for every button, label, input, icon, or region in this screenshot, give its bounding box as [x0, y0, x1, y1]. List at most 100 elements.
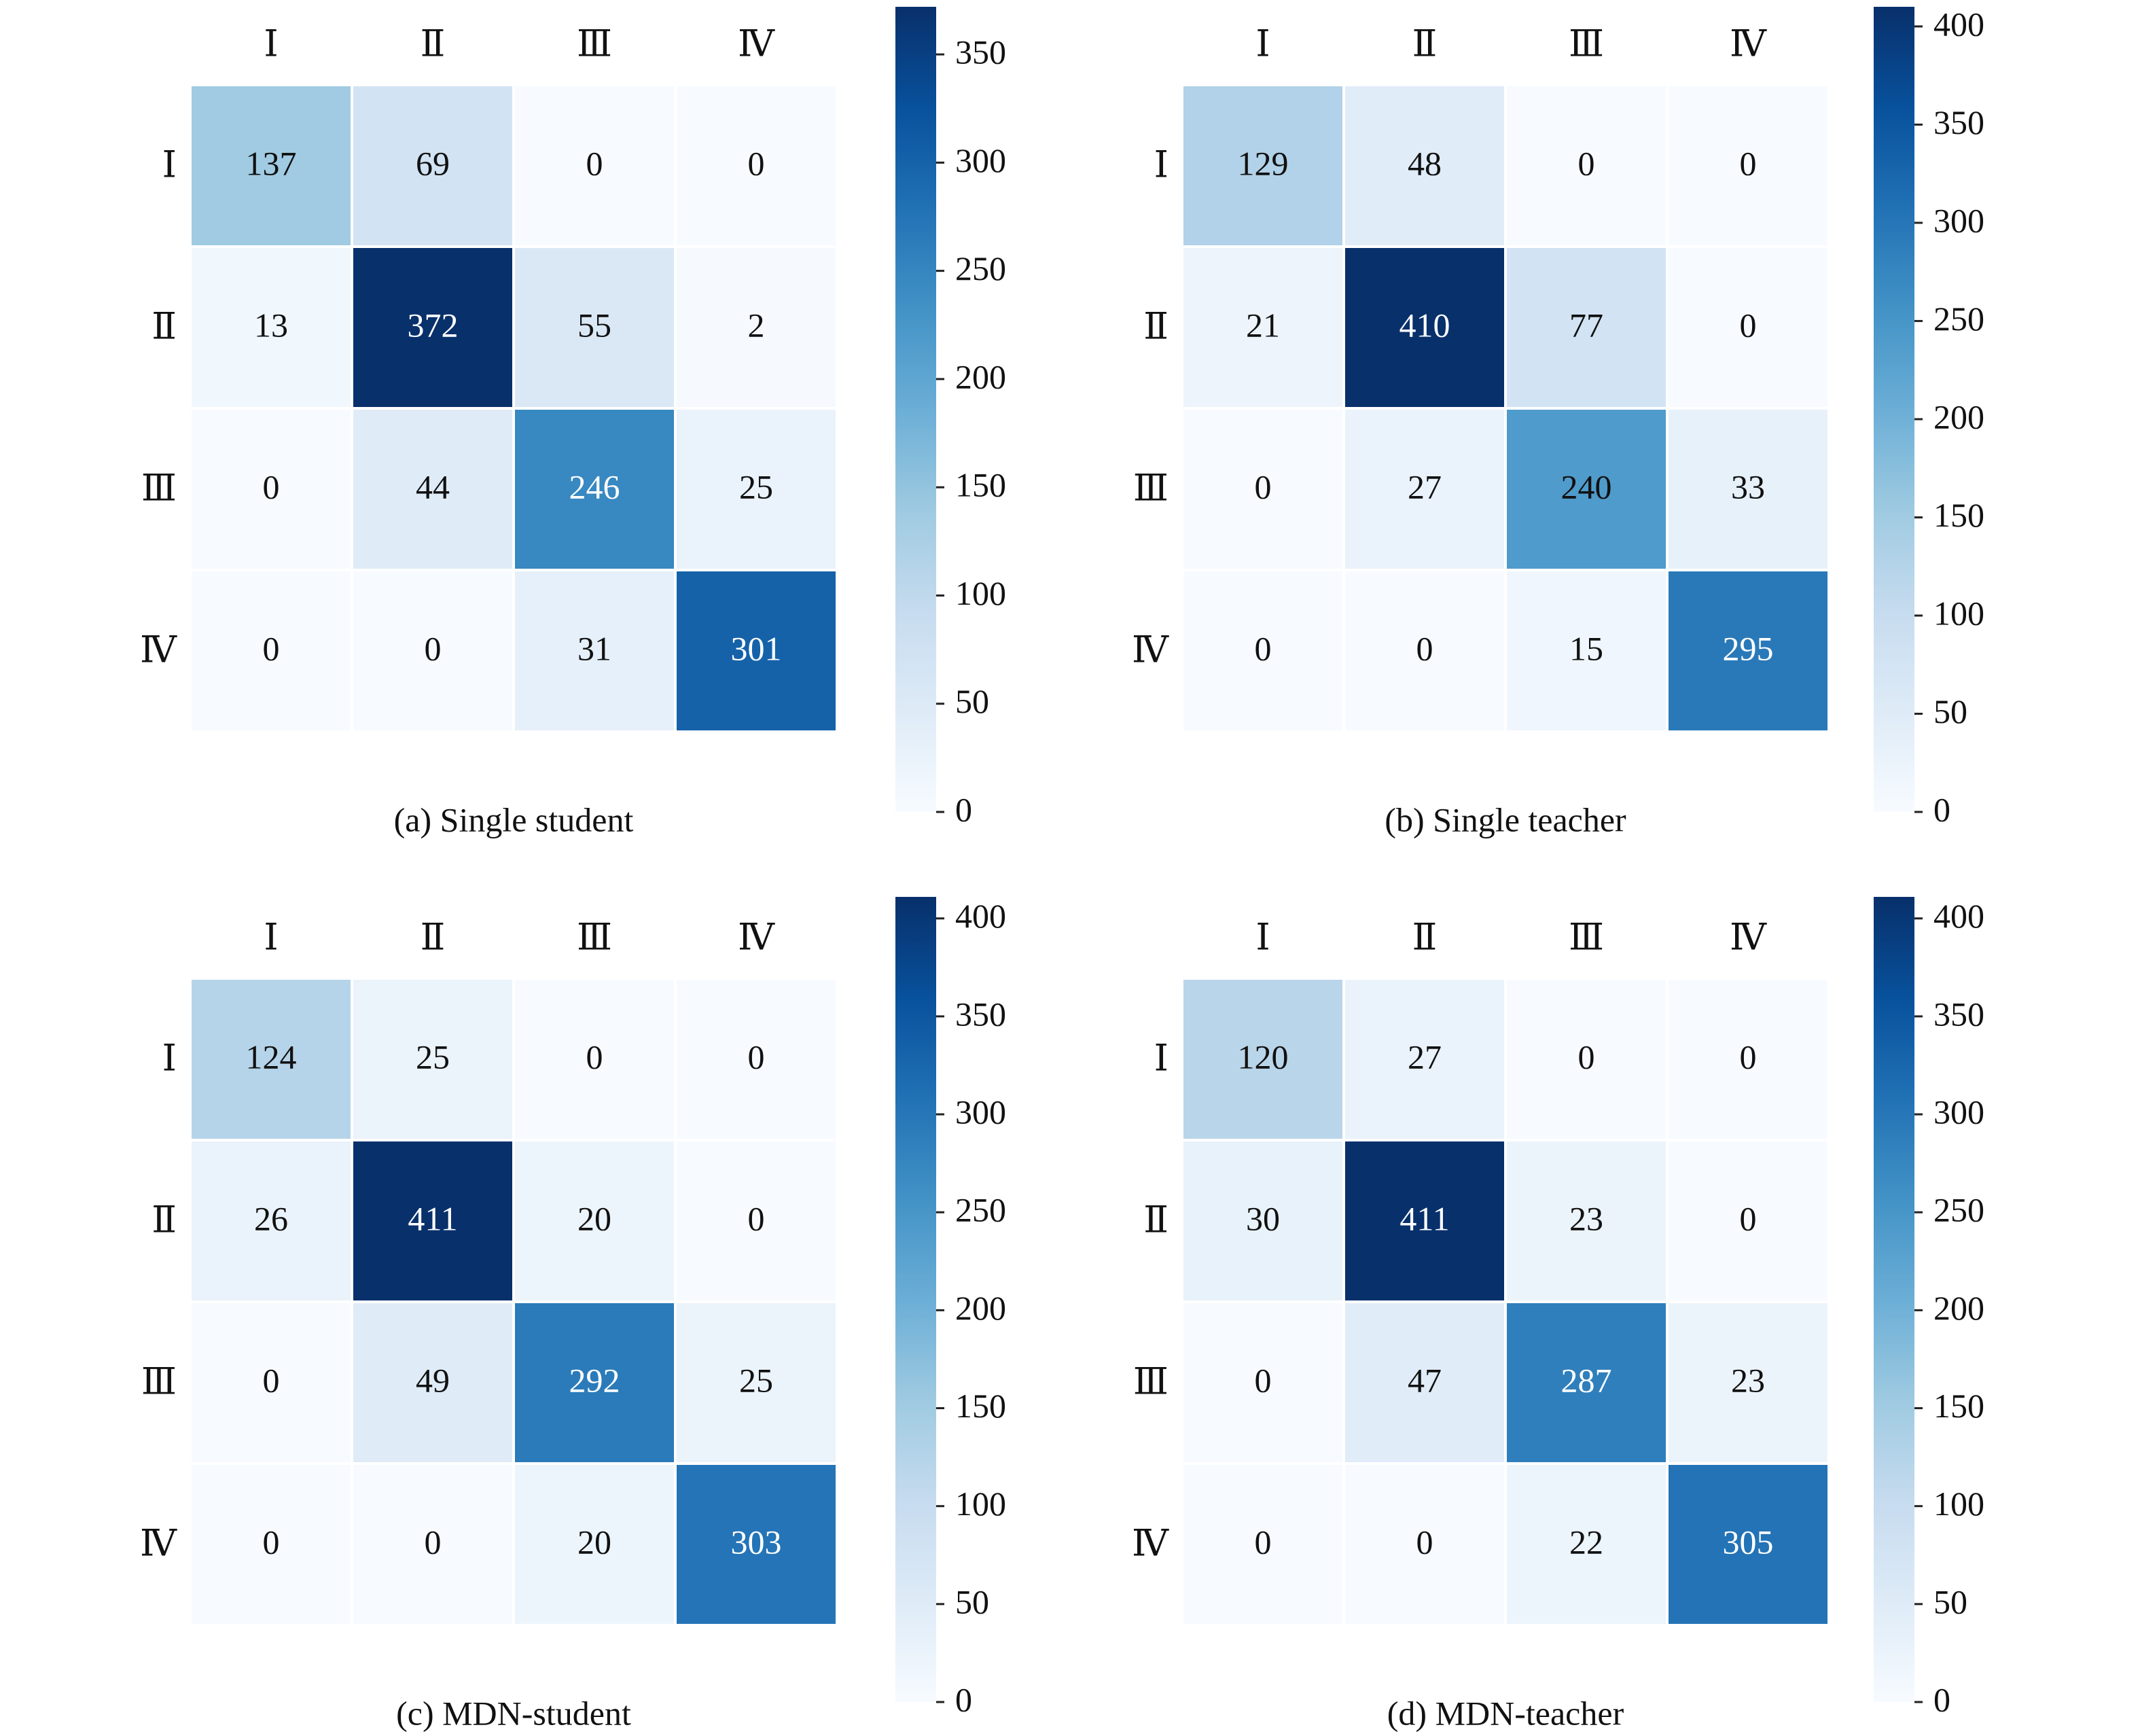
colorbar-tick-label: 50	[955, 1582, 989, 1620]
colorbar-tick-label: 250	[1933, 1191, 1984, 1229]
colorbar-tick-label: 100	[955, 1485, 1006, 1523]
colorbar	[895, 7, 936, 812]
cell-value-label: 287	[1561, 1361, 1612, 1399]
cell-value-label: 27	[1408, 467, 1442, 506]
cell-value-label: 0	[1255, 1523, 1272, 1561]
row-tick-label: Ⅳ	[140, 629, 177, 670]
colorbar-tick-label: 100	[955, 574, 1006, 612]
colorbar-tick-label: 200	[1933, 397, 1984, 436]
column-tick-label: Ⅳ	[1730, 917, 1767, 957]
colorbar-tick-label: 200	[1933, 1289, 1984, 1327]
confusion-matrix-panel-4: 120 27 0 030 411 23 00 47 287 230 0 22 305Ⅰ Ⅱ Ⅲ ⅣⅠⅡⅢⅣ(d…	[1132, 897, 1984, 1732]
cell-value-label: 15	[1569, 629, 1603, 667]
column-tick-label: Ⅱ	[1412, 917, 1438, 957]
colorbar-tick-label: 150	[955, 1387, 1006, 1425]
colorbar-tick-label: 0	[1933, 1680, 1950, 1718]
cell-value-label: 295	[1723, 629, 1774, 667]
cell-value-label: 124	[246, 1038, 297, 1076]
column-tick-label: Ⅰ	[1255, 917, 1270, 957]
cell-value-label: 305	[1723, 1523, 1774, 1561]
row-tick-label: Ⅰ	[1154, 144, 1169, 185]
row-tick-label: Ⅲ	[1133, 467, 1169, 508]
cell-value-label: 25	[739, 467, 773, 506]
colorbar-tick-label: 350	[955, 995, 1006, 1033]
cell-value-label: 0	[1740, 1038, 1757, 1076]
cell-value-label: 246	[569, 467, 620, 506]
colorbar-tick-label: 0	[1933, 790, 1950, 828]
colorbar-tick-label: 350	[1933, 995, 1984, 1033]
cell-value-label: 30	[1246, 1199, 1280, 1237]
cell-value-label: 0	[748, 1199, 765, 1237]
cell-value-label: 48	[1408, 144, 1442, 182]
cell-value-label: 0	[263, 1523, 280, 1561]
cell-value-label: 240	[1561, 467, 1612, 506]
row-tick-label: Ⅲ	[141, 467, 177, 508]
colorbar	[1874, 7, 1914, 812]
cell-value-label: 0	[748, 144, 765, 182]
column-tick-label: Ⅱ	[1412, 23, 1438, 64]
cell-value-label: 303	[731, 1523, 782, 1561]
cell-value-label: 49	[416, 1361, 450, 1399]
panel-caption: (d) MDN-teacher	[1387, 1694, 1624, 1732]
column-tick-label: Ⅱ	[421, 917, 446, 957]
colorbar-tick-label: 350	[1933, 103, 1984, 141]
row-tick-label: Ⅰ	[162, 1038, 177, 1078]
colorbar-tick-label: 400	[955, 897, 1006, 935]
row-tick-label: Ⅳ	[1132, 629, 1169, 670]
confusion-matrix-figure: 137 69 0 013 372 55 20 44 246 250 0 31 301Ⅰ Ⅱ Ⅲ ⅣⅠⅡⅢⅣ(a…	[0, 0, 2140, 1736]
colorbar-tick-label: 300	[1933, 201, 1984, 239]
column-tick-label: Ⅱ	[421, 23, 446, 64]
cell-value-label: 129	[1238, 144, 1289, 182]
cell-value-label: 411	[1399, 1199, 1449, 1237]
row-tick-label: Ⅳ	[140, 1523, 177, 1563]
cell-value-label: 410	[1399, 306, 1450, 344]
colorbar-tick-label: 50	[1933, 692, 1967, 730]
row-tick-label: Ⅱ	[1143, 1199, 1169, 1240]
column-tick-label: Ⅰ	[264, 23, 278, 64]
colorbar-tick-label: 100	[1933, 1485, 1984, 1523]
cell-value-label: 0	[586, 144, 603, 182]
row-tick-label: Ⅲ	[1133, 1361, 1169, 1402]
colorbar-tick-label: 400	[1933, 897, 1984, 935]
column-tick-label: Ⅲ	[1569, 23, 1604, 64]
cell-value-label: 20	[577, 1199, 611, 1237]
cell-value-label: 33	[1731, 467, 1765, 506]
cell-value-label: 120	[1238, 1038, 1289, 1076]
cell-value-label: 22	[1569, 1523, 1603, 1561]
colorbar-tick-label: 200	[955, 1289, 1006, 1327]
cell-value-label: 13	[254, 306, 288, 344]
row-tick-label: Ⅲ	[141, 1361, 177, 1402]
column-tick-label: Ⅰ	[1255, 23, 1270, 64]
colorbar-tick-label: 300	[1933, 1093, 1984, 1131]
cell-value-label: 27	[1408, 1038, 1442, 1076]
cell-value-label: 77	[1569, 306, 1603, 344]
colorbar	[1874, 897, 1914, 1702]
colorbar-tick-label: 250	[955, 249, 1006, 287]
row-tick-label: Ⅱ	[151, 306, 177, 347]
colorbar-tick-label: 50	[1933, 1582, 1967, 1620]
cell-value-label: 25	[416, 1038, 450, 1076]
column-tick-label: Ⅰ	[264, 917, 278, 957]
cell-value-label: 137	[246, 144, 297, 182]
row-tick-label: Ⅳ	[1132, 1523, 1169, 1563]
cell-value-label: 25	[739, 1361, 773, 1399]
colorbar-tick-label: 100	[1933, 594, 1984, 632]
cell-value-label: 0	[1255, 467, 1272, 506]
cell-value-label: 0	[1255, 629, 1272, 667]
colorbar-tick-label: 250	[955, 1191, 1006, 1229]
colorbar-tick-label: 250	[1933, 300, 1984, 338]
cell-value-label: 0	[1255, 1361, 1272, 1399]
cell-value-label: 292	[569, 1361, 620, 1399]
column-tick-label: Ⅳ	[1730, 23, 1767, 64]
cell-value-label: 0	[1578, 1038, 1595, 1076]
cell-value-label: 23	[1731, 1361, 1765, 1399]
colorbar-tick-label: 0	[955, 790, 972, 828]
row-tick-label: Ⅱ	[151, 1199, 177, 1240]
column-tick-label: Ⅲ	[1569, 917, 1604, 957]
panel-caption: (b) Single teacher	[1385, 800, 1626, 838]
colorbar-tick-label: 150	[955, 466, 1006, 504]
confusion-matrix-panel-2: 129 48 0 021 410 77 00 27 240 330 0 15 295Ⅰ Ⅱ Ⅲ ⅣⅠⅡⅢⅣ(b…	[1132, 5, 1984, 838]
colorbar-tick-label: 200	[955, 357, 1006, 395]
